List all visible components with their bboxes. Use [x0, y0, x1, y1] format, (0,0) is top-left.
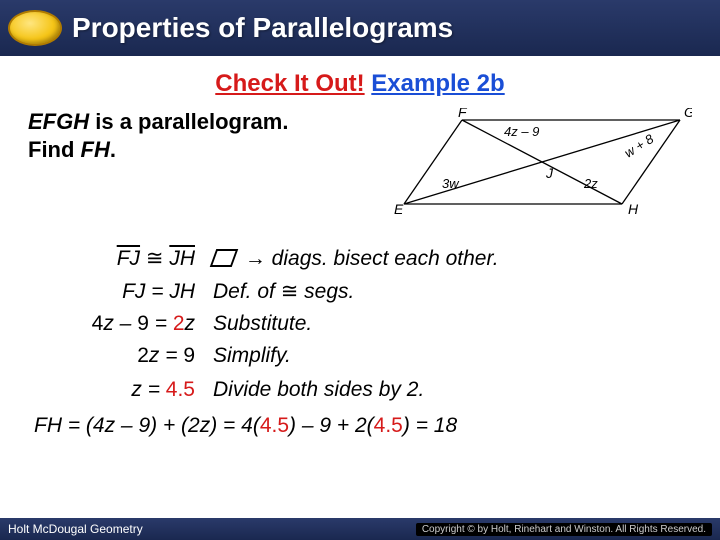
svg-text:4z – 9: 4z – 9 [504, 124, 539, 139]
work-right: Def. of ≅ segs. [213, 279, 354, 304]
final-answer: FH = (4z – 9) + (2z) = 4(4.5) – 9 + 2(4.… [34, 414, 692, 438]
work-left: FJ ≅ JH [28, 246, 213, 271]
header-badge-icon [8, 10, 62, 46]
work-row: FJ = JHDef. of ≅ segs. [28, 279, 692, 304]
svg-text:H: H [628, 201, 639, 217]
work-right: Simplify. [213, 344, 291, 368]
svg-text:2z: 2z [583, 176, 598, 191]
header-bar: Properties of Parallelograms [0, 0, 720, 56]
work-right: Divide both sides by 2. [213, 378, 424, 402]
problem-efgh: EFGH [28, 109, 89, 134]
content-area: Check It Out! Example 2b EFGH is a paral… [0, 56, 720, 438]
svg-text:E: E [394, 201, 404, 217]
work-left: 4z – 9 = 2z [28, 312, 213, 336]
problem-row: EFGH is a parallelogram. Find FH. F G E H J 4… [28, 108, 692, 218]
parallelogram-diagram: F G E H J 4z – 9 w + 8 3w 2z [392, 108, 692, 218]
check-red-label: Check It Out! [215, 70, 364, 97]
problem-find: Find [28, 137, 81, 162]
problem-statement: EFGH is a parallelogram. Find FH. [28, 108, 288, 163]
work-left: z = 4.5 [28, 378, 213, 402]
work-row: 4z – 9 = 2zSubstitute. [28, 312, 692, 336]
svg-text:G: G [684, 108, 692, 120]
work-row: z = 4.5Divide both sides by 2. [28, 378, 692, 402]
work-row: 2z = 9Simplify. [28, 344, 692, 368]
svg-text:J: J [545, 165, 554, 181]
svg-text:F: F [458, 108, 468, 120]
work-right: Substitute. [213, 312, 312, 336]
page-title: Properties of Parallelograms [72, 12, 453, 44]
footer-left: Holt McDougal Geometry [8, 522, 143, 536]
check-blue-label: Example 2b [371, 70, 504, 97]
work-left: FJ = JH [28, 280, 213, 304]
work-row: FJ ≅ JH → diags. bisect each other. [28, 246, 692, 271]
work-steps: FJ ≅ JH → diags. bisect each other.FJ = … [28, 246, 692, 402]
problem-fh: FH [81, 137, 110, 162]
work-left: 2z = 9 [28, 344, 213, 368]
problem-suffix: . [110, 137, 116, 162]
footer-copyright: Copyright © by Holt, Rinehart and Winsto… [416, 523, 712, 536]
svg-text:w + 8: w + 8 [622, 131, 657, 161]
work-right: → diags. bisect each other. [213, 247, 499, 271]
footer-bar: Holt McDougal Geometry Copyright © by Ho… [0, 518, 720, 540]
problem-rest1: is a parallelogram. [89, 109, 288, 134]
check-it-out-line: Check It Out! Example 2b [28, 70, 692, 98]
svg-text:3w: 3w [442, 176, 460, 191]
